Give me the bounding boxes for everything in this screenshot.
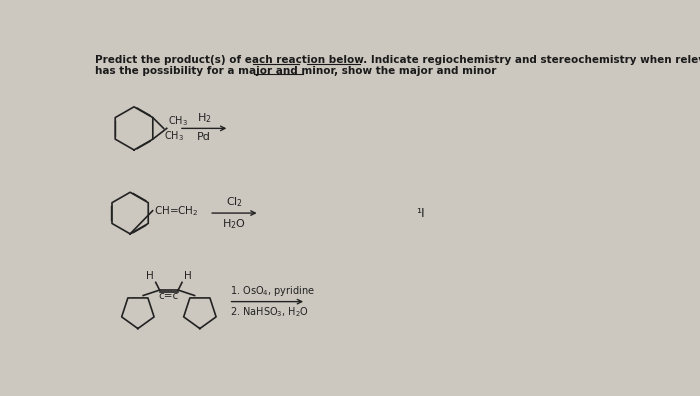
Text: Predict the product(s) of each reaction below. Indicate regiochemistry and stere: Predict the product(s) of each reaction … bbox=[95, 55, 700, 65]
Text: 2. NaHSO$_3$, H$_2$O: 2. NaHSO$_3$, H$_2$O bbox=[230, 305, 309, 319]
Text: Cl$_2$: Cl$_2$ bbox=[226, 195, 243, 209]
Text: CH=CH$_2$: CH=CH$_2$ bbox=[154, 204, 199, 218]
Text: has the possibility for a major and minor, show the major and minor: has the possibility for a major and mino… bbox=[95, 66, 496, 76]
Text: CH$_3$: CH$_3$ bbox=[164, 129, 184, 143]
Text: H: H bbox=[146, 271, 153, 281]
Text: H: H bbox=[184, 271, 192, 281]
Text: ¹I: ¹I bbox=[416, 207, 425, 219]
Text: Pd: Pd bbox=[197, 132, 211, 142]
Text: 1. OsO$_4$, pyridine: 1. OsO$_4$, pyridine bbox=[230, 284, 315, 298]
Text: H$_2$: H$_2$ bbox=[197, 111, 211, 124]
Text: c=c: c=c bbox=[159, 291, 179, 301]
Text: H$_2$O: H$_2$O bbox=[223, 217, 246, 231]
Text: CH$_3$: CH$_3$ bbox=[167, 114, 188, 128]
